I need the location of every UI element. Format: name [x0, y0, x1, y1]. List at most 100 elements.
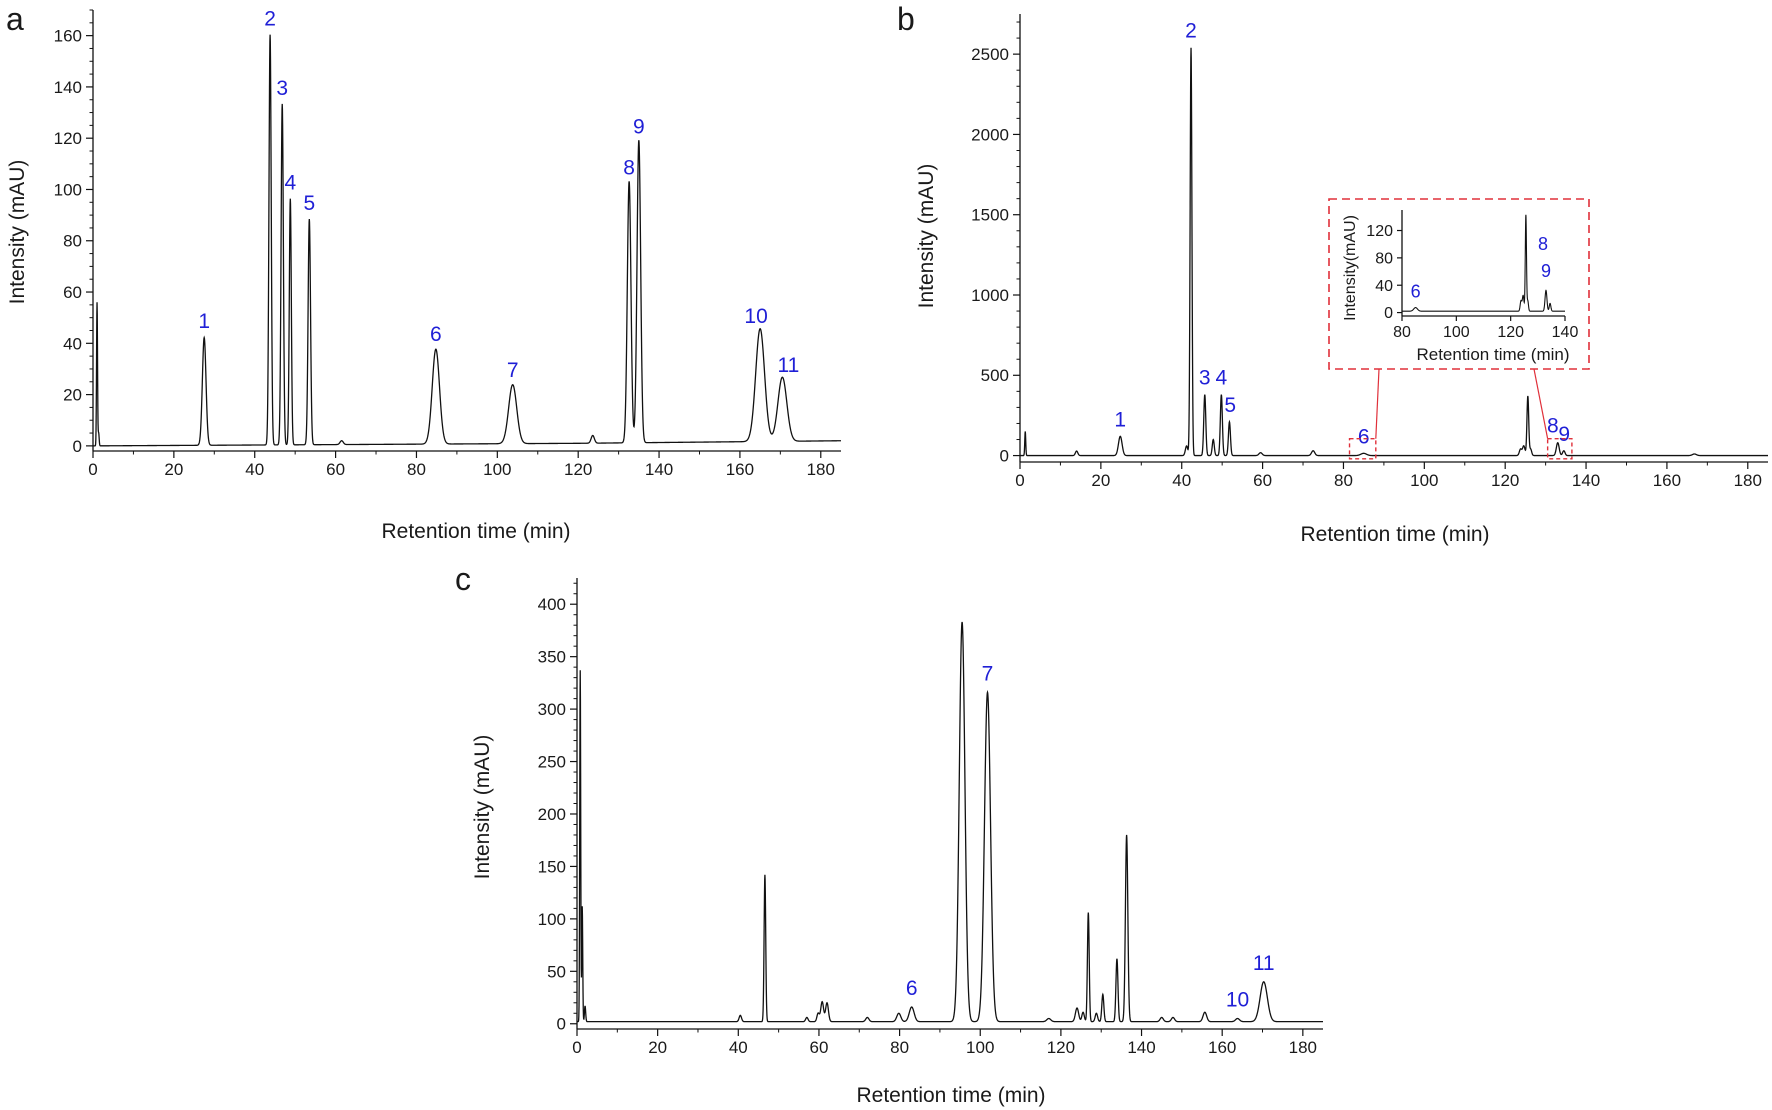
panel-b-xlabel: Retention time (min) — [1300, 523, 1489, 546]
panel-c-x-tick-label: 20 — [648, 1038, 667, 1057]
panel-a-trace — [93, 34, 842, 447]
panel-c-peak-label: 6 — [906, 977, 918, 1000]
panel-a-peak-label: 10 — [744, 305, 767, 328]
panel-b-x-tick-label: 100 — [1410, 471, 1438, 490]
panel-a-y-tick-label: 120 — [54, 129, 82, 148]
inset-xlabel: Retention time (min) — [1416, 345, 1569, 364]
panel-a-x-tick-label: 140 — [645, 460, 673, 479]
panel-c-xlabel: Retention time (min) — [856, 1084, 1045, 1107]
panel-a-y-tick-label: 0 — [73, 437, 82, 456]
panel-c-x-tick-label: 0 — [572, 1038, 581, 1057]
panel-c-y-tick-label: 300 — [538, 700, 566, 719]
panel-a-peak-label: 3 — [276, 77, 288, 100]
panel-a-x-tick-label: 120 — [564, 460, 592, 479]
inset-x-tick-label: 80 — [1393, 324, 1411, 341]
panel-c-x-tick-label: 140 — [1127, 1038, 1155, 1057]
panel-a-y-tick-label: 80 — [63, 232, 82, 251]
panel-a-peak-label: 11 — [778, 354, 800, 377]
panel-a-y-tick-label: 160 — [54, 27, 82, 46]
panel-a-x-tick-label: 100 — [483, 460, 511, 479]
panel-a-peak-label: 9 — [633, 115, 645, 138]
panel-c-x-tick-label: 160 — [1208, 1038, 1236, 1057]
panel-b-peak-label: 2 — [1185, 20, 1197, 43]
panel-b-peak-label: 6 — [1358, 425, 1370, 448]
panel-a-ylabel: Intensity (mAU) — [6, 160, 29, 305]
panel-c-y-tick-label: 200 — [538, 805, 566, 824]
panel-c-y-tick-label: 100 — [538, 910, 566, 929]
inset-ylabel: Intensity(mAU) — [1342, 215, 1359, 321]
panel-c-peak-label: 7 — [982, 662, 994, 685]
panel-b-y-tick-label: 2500 — [971, 45, 1009, 64]
panel-c: c Retention time (min) Intensity (mAU) 0… — [455, 561, 1323, 1107]
panel-c-peak-label: 10 — [1226, 989, 1249, 1012]
panel-c-ylabel: Intensity (mAU) — [471, 735, 494, 880]
panel-b-x-tick-label: 0 — [1015, 471, 1024, 490]
panel-a-peak-label: 1 — [198, 310, 210, 333]
panel-a: a Retention time (min) Intensity (mAU) 0… — [6, 1, 842, 543]
panel-a-x-tick-label: 180 — [807, 460, 835, 479]
panel-a-peak-label: 7 — [507, 359, 519, 382]
panel-a-x-tick-label: 0 — [88, 460, 97, 479]
panel-a-y-tick-label: 100 — [54, 180, 82, 199]
panel-c-y-tick-label: 50 — [547, 962, 566, 981]
panel-c-y-tick-label: 150 — [538, 857, 566, 876]
inset-y-tick-label: 0 — [1384, 305, 1393, 322]
panel-b-y-tick-label: 1500 — [971, 206, 1009, 225]
panel-c-y-tick-label: 250 — [538, 752, 566, 771]
panel-b-y-tick-label: 1000 — [971, 286, 1009, 305]
panel-b-y-tick-label: 2000 — [971, 125, 1009, 144]
panel-b-letter: b — [897, 1, 915, 37]
inset-peak-label: 8 — [1538, 234, 1548, 254]
panel-a-x-tick-label: 60 — [326, 460, 345, 479]
inset-frame — [1328, 198, 1590, 370]
panel-b: b Retention time (min) Intensity (mAU) 0… — [897, 1, 1768, 546]
zoom-box — [1348, 438, 1377, 460]
panel-a-x-tick-label: 20 — [164, 460, 183, 479]
panel-b-y-tick-label: 500 — [981, 366, 1009, 385]
panel-c-y-tick-label: 0 — [557, 1015, 566, 1034]
panel-c-y-tick-label: 350 — [538, 648, 566, 667]
inset-x-tick-label: 100 — [1443, 324, 1470, 341]
panel-c-x-tick-label: 120 — [1047, 1038, 1075, 1057]
panel-b-x-tick-label: 40 — [1172, 471, 1191, 490]
panel-a-peak-label: 8 — [623, 156, 635, 179]
panel-a-x-tick-label: 80 — [407, 460, 426, 479]
panel-b-peak-label: 9 — [1558, 423, 1570, 446]
inset-y-tick-label: 120 — [1366, 223, 1393, 240]
panel-c-x-tick-label: 40 — [729, 1038, 748, 1057]
panel-b-x-tick-label: 80 — [1334, 471, 1353, 490]
panel-a-xlabel: Retention time (min) — [381, 520, 570, 543]
inset-connector — [1375, 368, 1380, 439]
panel-a-y-tick-label: 140 — [54, 78, 82, 97]
panel-b-x-tick-label: 140 — [1572, 471, 1600, 490]
panel-c-letter: c — [455, 561, 471, 597]
panel-a-x-tick-label: 40 — [245, 460, 264, 479]
panel-c-trace — [577, 621, 1323, 1023]
panel-a-y-tick-label: 60 — [63, 283, 82, 302]
panel-a-y-tick-label: 40 — [63, 334, 82, 353]
zoom-box — [1546, 438, 1573, 460]
panel-b-y-tick-label: 0 — [1000, 447, 1009, 466]
inset-trace — [1402, 214, 1565, 312]
panel-b-x-tick-label: 160 — [1653, 471, 1681, 490]
inset-y-tick-label: 40 — [1375, 278, 1393, 295]
panel-b-peak-label: 3 — [1199, 367, 1211, 390]
panel-b-ylabel: Intensity (mAU) — [915, 164, 938, 309]
panel-b-trace — [1020, 47, 1768, 457]
panel-c-x-tick-label: 60 — [809, 1038, 828, 1057]
panel-c-x-tick-label: 100 — [966, 1038, 994, 1057]
inset-connector — [1533, 368, 1549, 439]
panel-a-peak-label: 5 — [303, 192, 315, 215]
panel-a-peak-label: 2 — [264, 8, 276, 31]
panel-c-peak-label: 11 — [1253, 952, 1275, 975]
panel-a-letter: a — [6, 1, 24, 37]
panel-b-x-tick-label: 180 — [1734, 471, 1762, 490]
inset-peak-label: 6 — [1411, 282, 1421, 302]
panel-a-peak-label: 4 — [284, 172, 296, 195]
panel-a-peak-label: 6 — [430, 323, 442, 346]
inset-chart: 80 100 120 140 0 40 80 120 6 8 9 — [1366, 210, 1578, 341]
inset-x-tick-label: 140 — [1552, 324, 1579, 341]
panel-c-y-tick-label: 400 — [538, 595, 566, 614]
panel-b-peak-label: 4 — [1216, 367, 1228, 390]
